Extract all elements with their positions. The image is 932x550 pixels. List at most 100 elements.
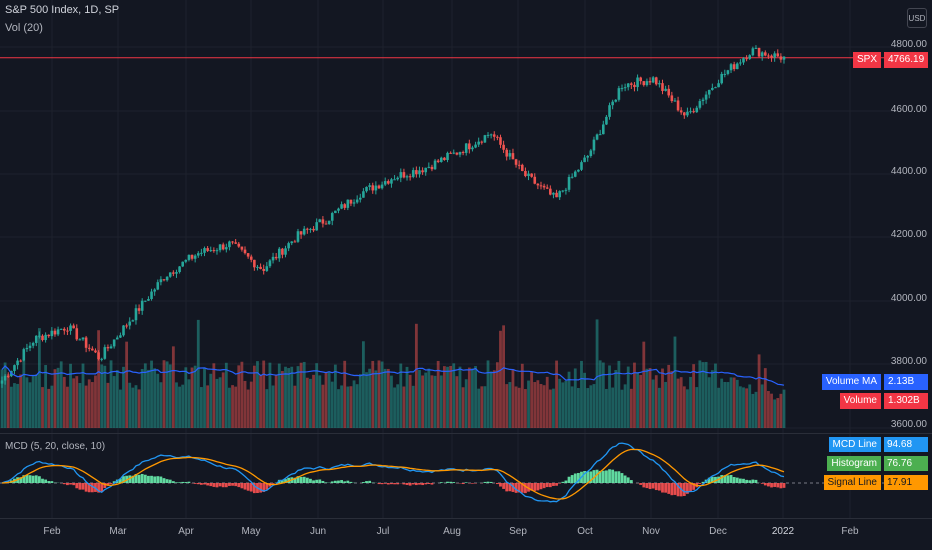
volume-bar <box>536 380 540 428</box>
volume-bar <box>626 366 630 428</box>
time-axis-label: Jul <box>376 526 390 537</box>
volume-bar <box>94 375 97 428</box>
volume-bar <box>365 372 368 428</box>
candle-body <box>751 48 755 56</box>
macd-indicator-title[interactable]: MCD (5, 20, close, 10) <box>5 441 106 452</box>
histogram-bar <box>617 471 621 483</box>
volume-bar <box>517 387 521 428</box>
volume-bar <box>527 380 530 428</box>
candle-body <box>717 83 720 88</box>
candle-body <box>773 53 776 58</box>
histogram-bar <box>486 481 490 483</box>
candle-body <box>56 329 60 335</box>
volume-bar <box>252 365 256 428</box>
histogram-bar <box>340 480 343 483</box>
volume-bar <box>168 364 172 428</box>
candle-body <box>184 259 188 262</box>
candle-body <box>776 53 780 57</box>
histogram-bar <box>362 482 365 483</box>
candle-body <box>221 244 225 250</box>
histogram-bar <box>723 475 727 483</box>
candle-body <box>203 248 206 253</box>
histogram-bar <box>530 483 534 491</box>
histogram-bar <box>265 483 269 490</box>
volume-bar <box>268 362 272 428</box>
volume-bar <box>679 377 683 428</box>
histogram-bar <box>430 483 434 485</box>
candle-body <box>520 164 524 171</box>
volume-bar <box>37 328 41 428</box>
volume-bar <box>16 383 19 428</box>
candle-body <box>474 144 477 148</box>
histogram-bar <box>62 483 66 485</box>
candle-body <box>742 58 745 63</box>
volume-bar <box>436 360 440 428</box>
candle-body <box>714 87 717 89</box>
histogram-bar <box>564 480 568 483</box>
histogram-bar <box>558 483 562 484</box>
candle-body <box>340 204 343 209</box>
volume-bar <box>150 360 153 428</box>
volume-bar <box>90 382 94 428</box>
histogram-bar <box>714 476 717 483</box>
volume-bar <box>589 385 593 428</box>
histogram-bar <box>533 483 537 491</box>
histogram-bar <box>25 474 29 483</box>
candle-body <box>200 252 203 254</box>
candle-body <box>430 166 434 170</box>
histogram-bar <box>287 477 291 483</box>
candle-body <box>505 149 509 157</box>
volume-bar <box>567 371 571 428</box>
volume-bar <box>256 361 259 428</box>
volume-ma-line <box>1 365 785 386</box>
histogram-bar <box>449 481 453 483</box>
pane-separator[interactable] <box>0 518 932 519</box>
histogram-bar <box>726 475 730 483</box>
volume-bar <box>576 388 580 428</box>
volume-bar <box>196 319 200 428</box>
candle-body <box>147 298 150 301</box>
pane-separator[interactable] <box>0 433 932 434</box>
histogram-bar <box>209 483 213 487</box>
volume-bar <box>520 363 524 428</box>
currency-button[interactable]: USD <box>907 8 927 28</box>
candle-body <box>586 155 590 158</box>
candle-body <box>492 134 496 137</box>
candle-body <box>754 47 758 49</box>
candle-body <box>103 347 107 359</box>
time-axis-label: Nov <box>642 526 660 537</box>
volume-bar <box>262 360 266 428</box>
volume-indicator-title[interactable]: Vol (20) <box>5 22 43 34</box>
volume-bar <box>19 374 23 428</box>
volume-value: 1.302B <box>884 393 928 409</box>
candle-body <box>321 219 325 224</box>
volume-bar <box>483 386 487 428</box>
volume-bar <box>371 360 375 428</box>
volume-bar <box>782 389 786 428</box>
candle-body <box>536 183 540 186</box>
volume-bar <box>69 363 72 428</box>
volume-bar <box>492 370 496 428</box>
candle-body <box>692 111 695 113</box>
histogram-bar <box>78 483 82 490</box>
candle-body <box>542 185 546 188</box>
histogram-bar <box>742 478 745 483</box>
candle-body <box>636 77 639 88</box>
volume-bar <box>125 341 129 428</box>
volume-bar <box>542 385 546 428</box>
volume-bar <box>193 365 197 428</box>
candle-body <box>480 141 484 143</box>
candle-body <box>483 135 487 143</box>
volume-bar <box>430 375 434 428</box>
candle-body <box>343 204 347 208</box>
histogram-bar <box>252 483 256 494</box>
volume-bar <box>754 391 758 428</box>
candle-body <box>172 272 175 274</box>
volume-bar <box>763 368 767 428</box>
histogram-bar <box>738 478 742 483</box>
volume-bar <box>246 389 250 428</box>
histogram-bar <box>90 483 94 493</box>
histogram-bar <box>402 483 406 485</box>
volume-bar <box>601 362 605 428</box>
